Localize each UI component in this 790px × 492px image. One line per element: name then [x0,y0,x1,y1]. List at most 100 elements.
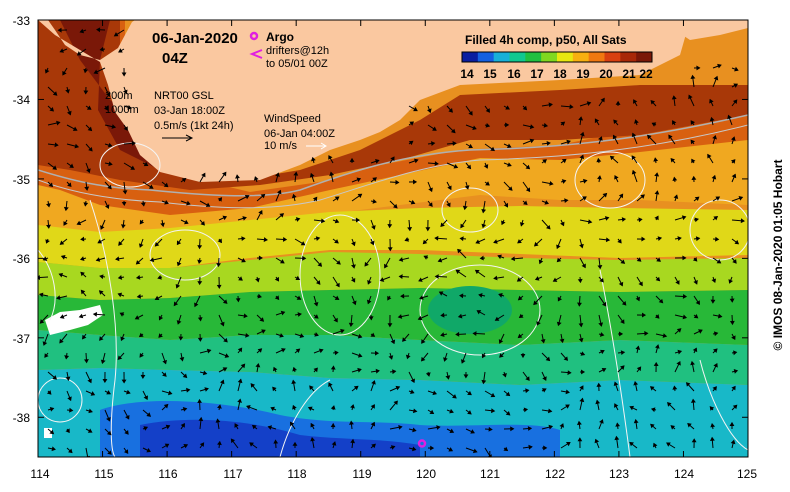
current-arrowhead [527,426,533,431]
current-arrowhead [690,120,696,125]
current-arrowhead [430,445,435,451]
current-arrowhead [636,366,642,372]
current-arrowhead [261,329,266,334]
current-arrowhead [183,444,189,449]
current-arrowhead [121,72,127,77]
current-arrowhead [143,161,149,167]
current-arrowhead [42,256,48,261]
current-arrowhead [76,220,82,226]
current-arrowhead [48,182,54,188]
current-arrowhead [587,219,593,224]
current-arrowhead [481,353,487,359]
current-arrowhead [237,347,243,353]
current-arrowhead [710,299,716,304]
current-arrowhead [334,218,340,224]
current-arrowhead [600,97,605,103]
current-arrowhead [494,316,500,321]
colorbar-swatch [477,52,495,62]
current-arrowhead [552,277,558,282]
current-arrowhead [677,349,683,355]
current-arrowhead [317,262,323,267]
current-arrowhead [108,161,113,167]
current-arrowhead [176,261,182,267]
current-arrowhead [425,372,431,377]
current-arrowhead [615,100,621,105]
current-arrowhead [194,302,199,308]
current-arrowhead [655,276,661,282]
current-arrowhead [601,367,607,373]
current-arrowhead [404,237,410,242]
current-arrowhead [328,382,333,387]
current-arrowhead [387,295,392,301]
current-arrowhead [135,275,141,280]
current-arrowhead [581,263,586,269]
current-arrowhead [528,444,533,450]
current-arrowhead [733,369,739,374]
current-arrowhead [350,278,356,283]
current-arrowhead [711,174,717,180]
current-arrowhead [224,353,230,358]
current-arrowhead [52,165,57,170]
y-tick-label: -38 [13,411,31,425]
current-arrowhead [556,321,562,327]
current-arrowhead [476,310,482,315]
current-arrowhead [375,368,380,374]
current-arrowhead [635,296,640,302]
current-arrowhead [470,429,475,434]
current-arrowhead [640,194,645,199]
current-arrowhead [200,221,205,226]
colorbar-tick: 20 [599,67,613,81]
current-arrowhead [313,367,318,373]
current-arrowhead [544,200,549,205]
current-arrowhead [221,171,227,177]
colorbar-tick: 22 [639,67,653,81]
isobath-1000m-label: 1000m [105,104,139,116]
x-tick-label: 118 [287,467,306,481]
current-arrowhead [728,279,734,284]
current-arrowhead [409,121,415,126]
current-arrowhead [559,338,565,344]
current-arrowhead [402,337,407,342]
current-arrowhead [131,140,136,146]
current-arrowhead [120,224,126,229]
current-arrowhead [673,194,679,199]
current-arrowhead [280,259,285,264]
current-arrowhead [274,295,280,301]
current-arrowhead [485,108,490,113]
current-arrowhead [69,407,74,413]
current-arrowhead [565,442,571,447]
current-arrowhead [481,208,487,214]
current-arrowhead [217,238,222,244]
current-arrowhead [182,406,188,412]
current-arrowhead [217,440,222,446]
current-arrowhead [158,315,164,321]
current-arrowhead [197,245,203,250]
current-arrowhead [565,389,570,395]
drifters-label: drifters@12h [266,45,329,57]
current-scale: 0.5m/s (1kt 24h) [154,120,233,132]
current-arrowhead [220,379,225,385]
current-arrowhead [139,219,145,225]
current-arrowhead [662,333,668,338]
current-arrowhead [275,172,280,177]
credit-text: © IMOS 08-Jan-2020 01:05 Hobart [771,159,785,351]
current-arrowhead [330,422,336,428]
argo-legend-marker [249,31,259,41]
current-arrowhead [205,202,211,207]
current-arrowhead [448,447,454,452]
current-arrowhead [670,425,676,430]
current-arrowhead [143,426,149,431]
current-arrowhead [671,95,677,100]
current-arrowhead [100,359,106,365]
current-arrowhead [281,348,286,353]
current-arrowhead [647,134,652,140]
current-arrowhead [255,363,261,368]
current-arrowhead [197,337,203,342]
current-arrowhead [369,240,375,246]
colorbar-swatch [588,52,605,62]
current-arrowhead [414,158,419,164]
current-arrowhead [197,398,202,404]
y-tick-label: -35 [13,173,31,187]
current-arrowhead [503,446,509,452]
